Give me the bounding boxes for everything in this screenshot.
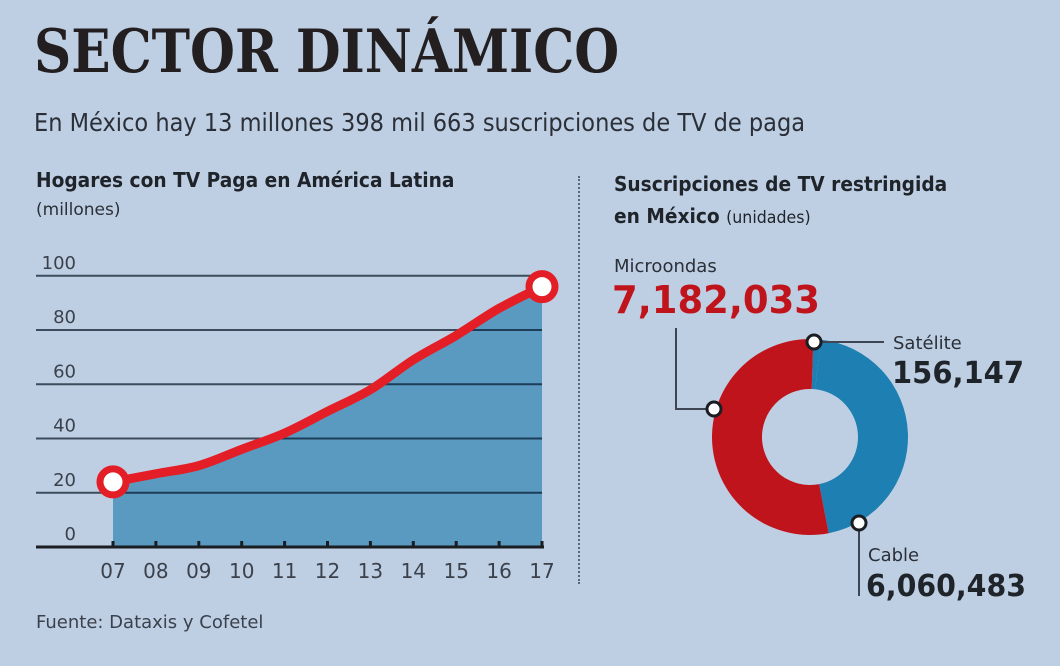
cable-label: Cable: [868, 545, 919, 566]
y-tick-label: 40: [53, 416, 76, 437]
highlight-point-marker: [525, 270, 559, 304]
y-tick-label: 60: [53, 361, 76, 382]
donut-chart-unit: (unidades): [726, 208, 811, 228]
panel-divider: [578, 176, 580, 584]
x-tick-label: 12: [315, 559, 340, 583]
y-tick-label: 100: [42, 253, 76, 274]
x-tick-label: 11: [272, 559, 297, 583]
area-chart: 0 20 40 60 80 100 07 08 09 10 11 12 13 14 15 16 17: [36, 253, 559, 583]
source-note: Fuente: Dataxis y Cofetel: [36, 612, 264, 633]
satelite-value: 156,147: [892, 356, 1024, 391]
trend-line: [108, 282, 547, 487]
x-tick-label: 14: [401, 559, 426, 583]
y-tick-label: 0: [65, 524, 76, 545]
donut-segment-cable: [815, 339, 908, 534]
donut-segment-satlite: [811, 339, 821, 390]
x-tick-label: 08: [143, 559, 168, 583]
cable-value: 6,060,483: [866, 569, 1026, 604]
satelite-label: Satélite: [893, 333, 962, 354]
donut-segment-microondas: [711, 339, 829, 535]
x-tick-label: 17: [529, 559, 554, 583]
leader-line: [675, 328, 714, 410]
x-tick-label: 16: [486, 559, 511, 583]
leader-marker: [705, 400, 723, 418]
x-tick-label: 07: [100, 559, 125, 583]
leader-marker: [850, 514, 868, 532]
x-tick-label: 09: [186, 559, 211, 583]
page-title: SECTOR DINÁMICO: [34, 17, 620, 87]
highlight-point-marker: [96, 465, 130, 499]
microondas-value: 7,182,033: [612, 278, 820, 322]
area-chart-unit: (millones): [36, 200, 121, 220]
donut-title-line2: en México: [614, 204, 720, 228]
page-subtitle: En México hay 13 millones 398 mil 663 su…: [34, 108, 806, 137]
area-chart-title: Hogares con TV Paga en América Latina: [36, 168, 455, 192]
donut-title-line1: Suscripciones de TV restringida: [614, 172, 948, 196]
donut-chart-title: Suscripciones de TV restringida en Méxic…: [614, 168, 947, 234]
leader-marker: [805, 333, 823, 351]
x-tick-label: 10: [229, 559, 254, 583]
x-tick-label: 13: [358, 559, 383, 583]
y-tick-label: 80: [53, 307, 76, 328]
y-tick-label: 20: [53, 470, 76, 491]
x-tick-label: 15: [443, 559, 468, 583]
microondas-label: Microondas: [614, 256, 717, 277]
